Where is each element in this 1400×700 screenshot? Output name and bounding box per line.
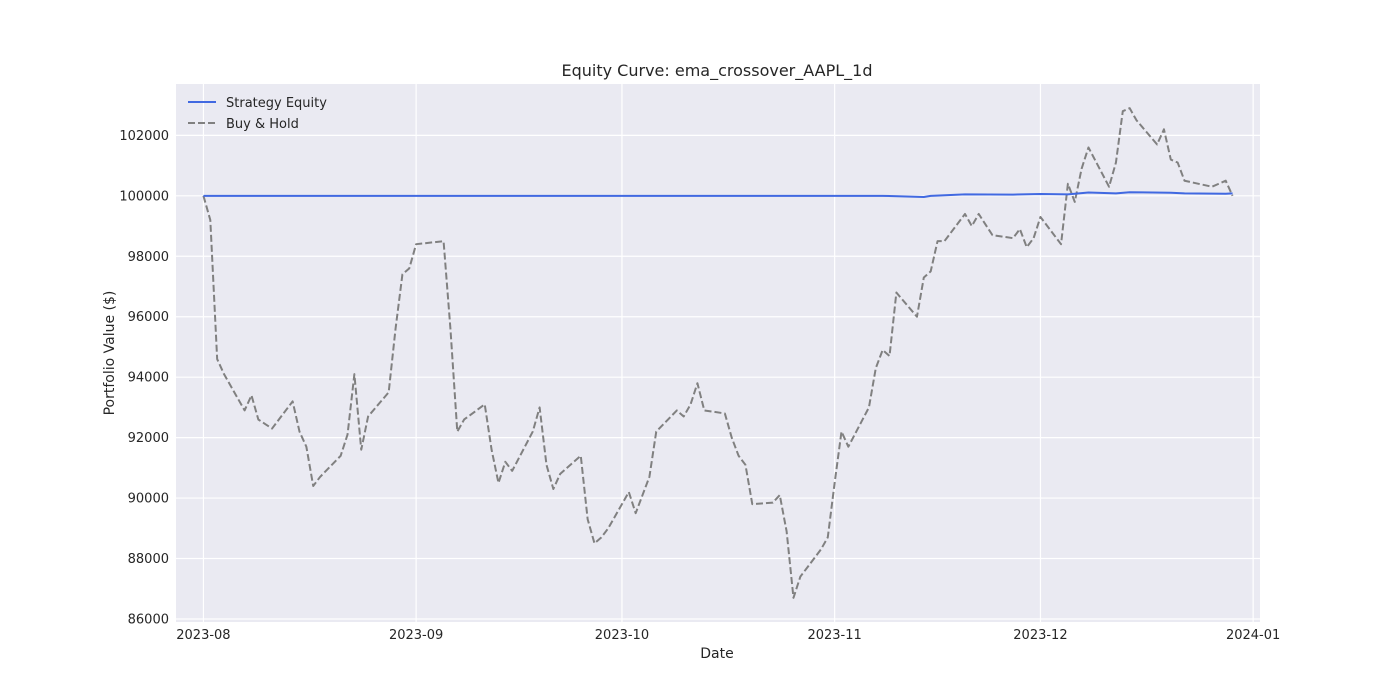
x-axis-ticks: 2023-08 2023-09 2023-10 2023-11 2023-12 2024-… [176, 628, 1280, 643]
x-tick-label: 2023-12 [1013, 628, 1067, 643]
x-tick-label: 2023-08 [176, 628, 230, 643]
y-tick-label: 102000 [119, 129, 169, 144]
y-tick-label: 90000 [128, 492, 169, 507]
legend-label-buy-hold: Buy & Hold [226, 117, 299, 132]
x-tick-label: 2023-09 [389, 628, 443, 643]
x-axis-label: Date [700, 646, 733, 662]
series-lines [202, 107, 1234, 599]
y-tick-label: 98000 [128, 250, 169, 265]
y-axis-label: Portfolio Value ($) [102, 291, 118, 416]
y-tick-label: 92000 [128, 431, 169, 446]
y-tick-label: 96000 [128, 310, 169, 325]
y-tick-label: 86000 [128, 612, 169, 627]
plot-area [176, 84, 1260, 622]
chart-title: Equity Curve: ema_crossover_AAPL_1d [562, 61, 873, 81]
legend-label-strategy-equity: Strategy Equity [226, 96, 327, 111]
x-tick-label: 2023-11 [807, 628, 861, 643]
x-tick-label: 2024-01 [1226, 628, 1280, 643]
series-line-buy-hold [202, 107, 1234, 599]
y-tick-label: 94000 [128, 371, 169, 386]
series-line-strategy-equity [203, 191, 1233, 199]
legend: Strategy Equity Buy & Hold [188, 96, 327, 132]
y-tick-label: 100000 [119, 189, 169, 204]
x-tick-label: 2023-10 [595, 628, 649, 643]
y-tick-label: 88000 [128, 552, 169, 567]
y-axis-ticks: 86000 88000 90000 92000 94000 96000 98000 10000… [119, 129, 169, 628]
